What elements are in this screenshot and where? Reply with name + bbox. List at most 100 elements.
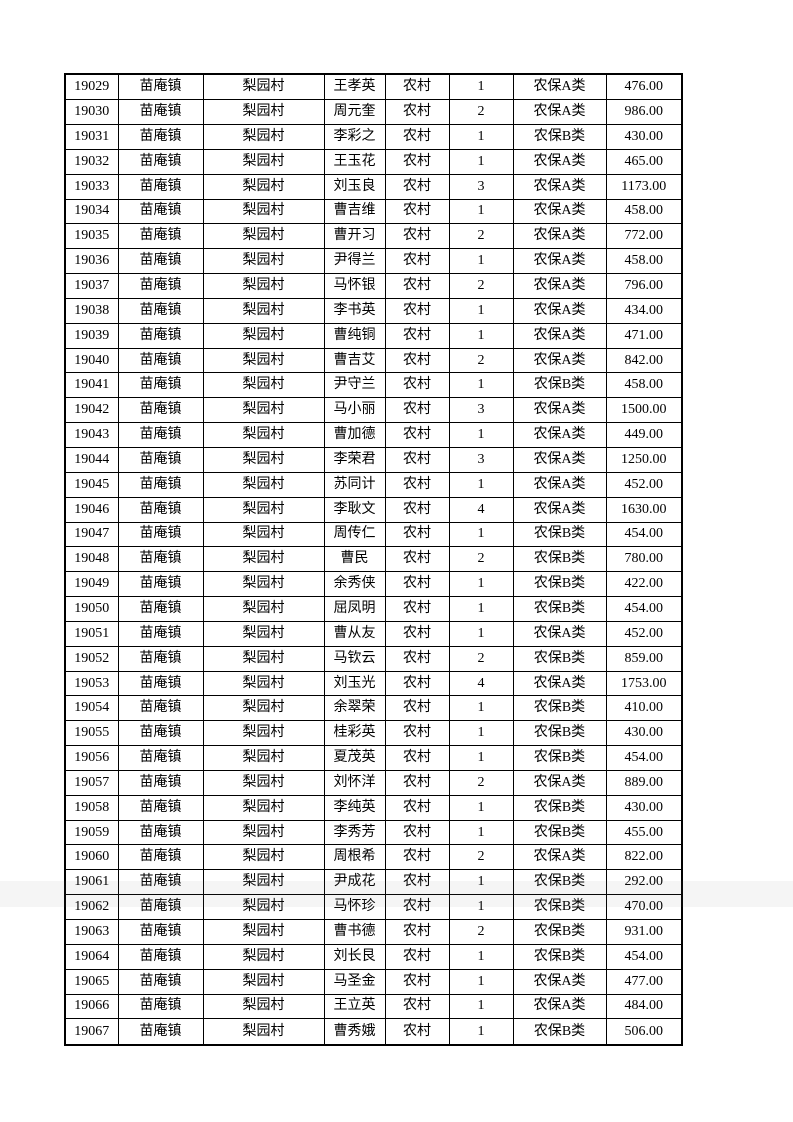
cell-person-count: 1 xyxy=(448,297,514,324)
cell-person-count: 1 xyxy=(448,720,514,747)
cell-person-name: 李荣君 xyxy=(323,446,386,473)
table-row: 19053 苗庵镇 梨园村 刘玉光 农村 4 农保A类 1753.00 xyxy=(64,670,683,697)
cell-insurance-type: 农保B类 xyxy=(512,819,607,846)
cell-town: 苗庵镇 xyxy=(117,397,204,424)
cell-person-name: 王孝英 xyxy=(323,73,386,101)
cell-town: 苗庵镇 xyxy=(117,73,204,101)
cell-town: 苗庵镇 xyxy=(117,968,204,995)
cell-record-id: 19031 xyxy=(64,124,119,150)
cell-village: 梨园村 xyxy=(202,943,325,970)
table-row: 19035 苗庵镇 梨园村 曹开习 农村 2 农保A类 772.00 xyxy=(64,223,683,250)
cell-household-type: 农村 xyxy=(384,297,450,324)
cell-town: 苗庵镇 xyxy=(117,347,204,374)
cell-village: 梨园村 xyxy=(202,446,325,473)
cell-insurance-type: 农保A类 xyxy=(512,297,607,324)
table-row: 19050 苗庵镇 梨园村 屈凤明 农村 1 农保B类 454.00 xyxy=(64,596,683,622)
cell-person-name: 尹得兰 xyxy=(323,248,386,275)
cell-person-name: 李秀芳 xyxy=(323,819,386,846)
cell-town: 苗庵镇 xyxy=(117,446,204,473)
cell-record-id: 19061 xyxy=(64,869,119,896)
table-row: 19058 苗庵镇 梨园村 李纯英 农村 1 农保B类 430.00 xyxy=(64,794,683,821)
cell-household-type: 农村 xyxy=(384,124,450,150)
cell-amount: 772.00 xyxy=(605,223,683,250)
table-row: 19029 苗庵镇 梨园村 王孝英 农村 1 农保A类 476.00 xyxy=(64,73,683,101)
cell-record-id: 19055 xyxy=(64,720,119,747)
cell-household-type: 农村 xyxy=(384,894,450,921)
cell-amount: 465.00 xyxy=(605,148,683,175)
cell-household-type: 农村 xyxy=(384,869,450,896)
cell-person-name: 李书英 xyxy=(323,297,386,324)
table-row: 19048 苗庵镇 梨园村 曹民 农村 2 农保B类 780.00 xyxy=(64,546,683,573)
cell-village: 梨园村 xyxy=(202,173,325,200)
cell-village: 梨园村 xyxy=(202,148,325,175)
cell-person-name: 刘玉光 xyxy=(323,670,386,697)
cell-person-name: 曹从友 xyxy=(323,620,386,647)
cell-village: 梨园村 xyxy=(202,645,325,672)
table-row: 19047 苗庵镇 梨园村 周传仁 农村 1 农保B类 454.00 xyxy=(64,521,683,548)
cell-amount: 452.00 xyxy=(605,471,683,498)
cell-record-id: 19041 xyxy=(64,372,119,399)
cell-village: 梨园村 xyxy=(202,968,325,995)
cell-person-name: 李彩之 xyxy=(323,124,386,150)
cell-household-type: 农村 xyxy=(384,769,450,796)
cell-person-count: 1 xyxy=(448,943,514,970)
cell-town: 苗庵镇 xyxy=(117,844,204,871)
table-row: 19038 苗庵镇 梨园村 李书英 农村 1 农保A类 434.00 xyxy=(64,297,683,324)
cell-insurance-type: 农保A类 xyxy=(512,471,607,498)
cell-record-id: 19039 xyxy=(64,322,119,349)
cell-person-name: 屈凤明 xyxy=(323,596,386,622)
cell-household-type: 农村 xyxy=(384,496,450,523)
cell-person-count: 1 xyxy=(448,372,514,399)
cell-person-name: 马小丽 xyxy=(323,397,386,424)
cell-insurance-type: 农保A类 xyxy=(512,248,607,275)
cell-person-count: 1 xyxy=(448,198,514,225)
cell-person-name: 马圣金 xyxy=(323,968,386,995)
cell-insurance-type: 农保B类 xyxy=(512,943,607,970)
cell-amount: 477.00 xyxy=(605,968,683,995)
cell-amount: 470.00 xyxy=(605,894,683,921)
cell-household-type: 农村 xyxy=(384,919,450,945)
cell-household-type: 农村 xyxy=(384,73,450,101)
cell-record-id: 19062 xyxy=(64,894,119,921)
cell-household-type: 农村 xyxy=(384,1018,450,1046)
table-row: 19063 苗庵镇 梨园村 曹书德 农村 2 农保B类 931.00 xyxy=(64,919,683,945)
cell-amount: 889.00 xyxy=(605,769,683,796)
cell-household-type: 农村 xyxy=(384,571,450,598)
cell-town: 苗庵镇 xyxy=(117,645,204,672)
cell-record-id: 19064 xyxy=(64,943,119,970)
table-row: 19045 苗庵镇 梨园村 苏同计 农村 1 农保A类 452.00 xyxy=(64,471,683,498)
cell-amount: 859.00 xyxy=(605,645,683,672)
cell-person-count: 2 xyxy=(448,546,514,573)
cell-record-id: 19034 xyxy=(64,198,119,225)
cell-person-count: 2 xyxy=(448,273,514,299)
cell-insurance-type: 农保B类 xyxy=(512,919,607,945)
cell-village: 梨园村 xyxy=(202,993,325,1020)
cell-village: 梨园村 xyxy=(202,919,325,945)
cell-household-type: 农村 xyxy=(384,695,450,722)
table-row: 19054 苗庵镇 梨园村 余翠荣 农村 1 农保B类 410.00 xyxy=(64,695,683,722)
cell-record-id: 19066 xyxy=(64,993,119,1020)
cell-household-type: 农村 xyxy=(384,596,450,622)
cell-person-count: 1 xyxy=(448,869,514,896)
cell-insurance-type: 农保A类 xyxy=(512,322,607,349)
cell-person-count: 1 xyxy=(448,148,514,175)
cell-village: 梨园村 xyxy=(202,99,325,126)
cell-town: 苗庵镇 xyxy=(117,496,204,523)
cell-town: 苗庵镇 xyxy=(117,620,204,647)
cell-amount: 842.00 xyxy=(605,347,683,374)
cell-household-type: 农村 xyxy=(384,471,450,498)
cell-town: 苗庵镇 xyxy=(117,745,204,771)
table-row: 19065 苗庵镇 梨园村 马圣金 农村 1 农保A类 477.00 xyxy=(64,968,683,995)
cell-town: 苗庵镇 xyxy=(117,993,204,1020)
cell-household-type: 农村 xyxy=(384,620,450,647)
cell-person-count: 1 xyxy=(448,745,514,771)
cell-record-id: 19044 xyxy=(64,446,119,473)
cell-person-name: 周元奎 xyxy=(323,99,386,126)
cell-amount: 931.00 xyxy=(605,919,683,945)
cell-amount: 1250.00 xyxy=(605,446,683,473)
cell-household-type: 农村 xyxy=(384,148,450,175)
cell-village: 梨园村 xyxy=(202,695,325,722)
cell-record-id: 19057 xyxy=(64,769,119,796)
cell-person-count: 2 xyxy=(448,99,514,126)
